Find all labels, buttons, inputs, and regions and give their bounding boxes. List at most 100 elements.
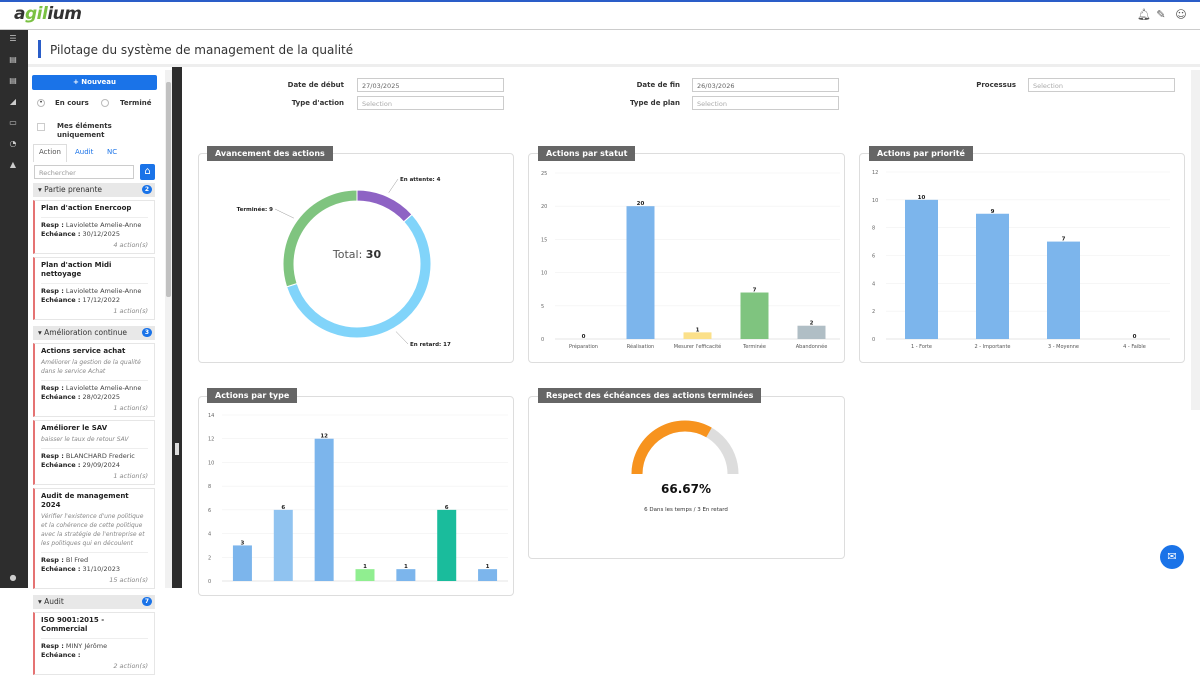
- main-scrollbar[interactable]: [1191, 70, 1200, 410]
- user-icon[interactable]: ☺: [1175, 8, 1187, 21]
- group-count-badge: 2: [142, 185, 152, 194]
- echeance-label: Echéance :: [41, 461, 81, 469]
- radio-termine[interactable]: [101, 99, 109, 107]
- resp-label: Resp :: [41, 384, 64, 392]
- radio-en-cours-label: En cours: [55, 99, 89, 107]
- x-tick-label: Terminée: [742, 343, 766, 350]
- panel-divider[interactable]: [172, 67, 182, 588]
- tab-nc[interactable]: NC: [107, 148, 118, 156]
- home-button[interactable]: ⌂: [140, 164, 155, 180]
- list-item[interactable]: Audit de management 2024 Vérifier l'exist…: [33, 488, 155, 589]
- item-action-count: 1 action(s): [113, 472, 148, 480]
- resize-handle[interactable]: [175, 443, 179, 455]
- y-tick-label: 25: [541, 171, 547, 177]
- date-debut-label: Date de début: [287, 81, 344, 89]
- dashboard-icon[interactable]: ◔: [9, 139, 17, 148]
- type-plan-label: Type de plan: [629, 99, 680, 107]
- date-debut-input[interactable]: 27/03/2025: [357, 78, 504, 92]
- radio-termine-label: Terminé: [120, 99, 152, 107]
- file-icon[interactable]: ▤: [9, 76, 17, 85]
- document-icon[interactable]: ▤: [9, 55, 17, 64]
- item-echeance: 30/12/2025: [82, 230, 121, 238]
- bar: [314, 438, 334, 581]
- card-title-priorite: Actions par priorité: [869, 146, 973, 161]
- type-action-select[interactable]: Selection: [357, 96, 504, 110]
- bar-value-label: 7: [753, 288, 757, 294]
- y-tick-label: 10: [872, 198, 878, 204]
- chart-icon[interactable]: ◢: [9, 97, 17, 106]
- bar-value-label: 6: [445, 505, 449, 511]
- type-plan-select[interactable]: Selection: [692, 96, 839, 110]
- search-input[interactable]: Rechercher: [34, 165, 134, 179]
- bar: [437, 509, 457, 581]
- item-action-count: 15 action(s): [109, 576, 148, 584]
- donut-slice: [282, 189, 358, 288]
- tab-action-bg: [33, 144, 67, 162]
- list-item[interactable]: Plan d'action Midi nettoyage Resp : Lavio…: [33, 257, 155, 320]
- y-tick-label: 8: [872, 226, 875, 232]
- card-title-statut: Actions par statut: [538, 146, 636, 161]
- tab-audit[interactable]: Audit: [75, 148, 94, 156]
- item-resp: Laviolette Amelie-Anne: [65, 287, 142, 295]
- processus-label: Processus: [976, 81, 1016, 89]
- resp-label: Resp :: [41, 642, 64, 650]
- echeance-label: Echéance :: [41, 565, 81, 573]
- settings-icon[interactable]: ●: [9, 573, 17, 582]
- donut-total-value: 30: [365, 248, 382, 261]
- x-tick-label: 4 - Faible: [1123, 344, 1146, 350]
- list-item[interactable]: Plan d'action Enercoop Resp : Laviolette …: [33, 200, 155, 254]
- list-item[interactable]: Améliorer le SAV baisser le taux de retou…: [33, 420, 155, 485]
- donut-slice-label: Terminée: 9: [237, 206, 274, 213]
- bar-value-label: 2: [810, 321, 814, 327]
- group-count-badge: 7: [142, 597, 152, 606]
- caret-down-icon: ▾: [38, 328, 42, 337]
- donut-slice-label: En retard: 17: [410, 342, 451, 348]
- donut-slice-label: En attente: 4: [400, 177, 441, 183]
- bar: [797, 325, 826, 339]
- edit-icon[interactable]: ✎: [1156, 8, 1166, 21]
- chat-button[interactable]: ✉: [1160, 545, 1184, 569]
- echeance-label: Echéance :: [41, 230, 81, 238]
- date-fin-input[interactable]: 26/03/2026: [692, 78, 839, 92]
- donut-total-label: Total:: [332, 248, 363, 261]
- list-item[interactable]: Actions service achat Améliorer la gestio…: [33, 343, 155, 417]
- echeance-label: Echéance :: [41, 651, 81, 659]
- bar-value-label: 0: [1133, 334, 1137, 340]
- left-rail: [0, 30, 28, 588]
- menu-icon[interactable]: ☰: [9, 34, 17, 43]
- group-header[interactable]: ▾ Audit 7: [33, 595, 155, 609]
- y-tick-label: 12: [208, 437, 214, 443]
- card-title-type: Actions par type: [207, 388, 298, 403]
- bell-icon[interactable]: 🔔︎: [1137, 8, 1151, 21]
- group-label: Audit: [44, 597, 64, 606]
- left-scrollbar[interactable]: [165, 70, 172, 588]
- item-echeance: 28/02/2025: [82, 393, 121, 401]
- y-tick-label: 14: [208, 413, 214, 419]
- card-title-respect: Respect des échéances des actions termin…: [538, 388, 762, 403]
- resp-label: Resp :: [41, 556, 64, 564]
- folder-icon[interactable]: ▭: [9, 118, 17, 127]
- group-header[interactable]: ▾ Amélioration continue 3: [33, 326, 155, 340]
- caret-down-icon: ▾: [38, 185, 42, 194]
- y-tick-label: 12: [872, 170, 878, 176]
- y-tick-label: 0: [541, 337, 544, 343]
- y-tick-label: 2: [208, 555, 211, 561]
- mine-checkbox[interactable]: [37, 123, 45, 131]
- agilium-logo[interactable]: agilium: [14, 4, 82, 24]
- list-item[interactable]: ISO 9001:2015 - Commercial Resp : MINY Jé…: [33, 612, 155, 675]
- page-title: Pilotage du système de management de la …: [50, 43, 354, 57]
- org-icon[interactable]: ▲: [9, 160, 17, 169]
- donut-leader: [395, 331, 409, 345]
- group-header[interactable]: ▾ Partie prenante 2: [33, 183, 155, 197]
- gauge-fill: [631, 420, 712, 475]
- bar: [976, 213, 1009, 339]
- y-tick-label: 15: [541, 237, 547, 243]
- processus-select[interactable]: Selection: [1028, 78, 1175, 92]
- tab-action[interactable]: Action: [39, 148, 61, 156]
- new-button[interactable]: + Nouveau: [32, 75, 157, 90]
- bar-value-label: 3: [241, 540, 245, 546]
- gauge-value: 66.67%: [661, 482, 711, 496]
- item-resp: BLANCHARD Frederic: [65, 452, 135, 460]
- radio-en-cours[interactable]: •: [37, 99, 45, 107]
- bar: [396, 569, 416, 581]
